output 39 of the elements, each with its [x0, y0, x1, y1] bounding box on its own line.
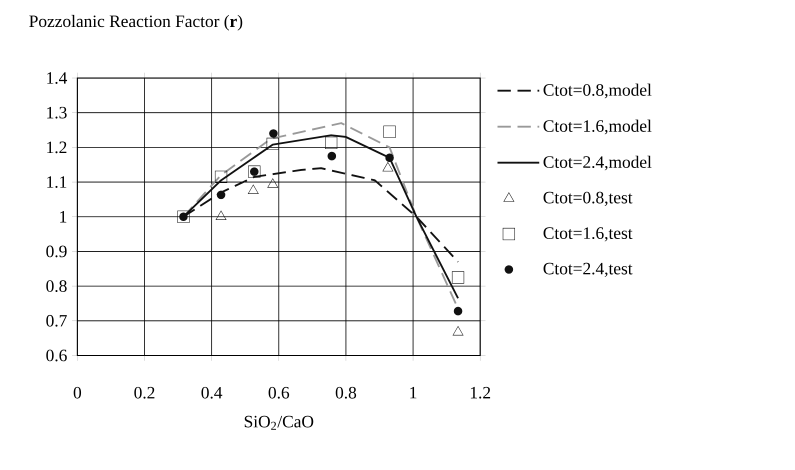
x-tick-label: 0.6 — [268, 386, 290, 399]
x-axis-title: SiO$_{2}$/CaO — [244, 416, 314, 430]
x-tick-label: 0.8 — [336, 386, 356, 399]
legend-label: Ctot=0.8,test — [544, 192, 632, 206]
point — [382, 162, 394, 172]
y-tick-label: 0.6 — [46, 349, 67, 362]
legend-label: Ctot=2.4,model — [544, 156, 652, 170]
point — [214, 170, 228, 183]
legend-label: Ctot=0.8,model — [544, 84, 652, 98]
point — [266, 138, 279, 150]
x-tick-label: 1 — [410, 386, 416, 398]
point — [325, 136, 338, 149]
x-tick-label: 1.2 — [470, 386, 490, 399]
x-tick-label: 0.2 — [134, 386, 154, 399]
point — [269, 129, 278, 138]
y-tick-label: 1.2 — [47, 141, 66, 154]
y-tick-label: 0.9 — [46, 245, 67, 258]
point — [248, 184, 259, 194]
y-tick-label: 1 — [60, 210, 66, 222]
y-tick-label: 0.7 — [46, 314, 67, 327]
x-tick-label: 0.4 — [201, 386, 222, 399]
point — [216, 190, 226, 200]
legend-label: Ctot=2.4,test — [544, 262, 632, 277]
chart-title: Pozzolanic Reaction Factor (r) — [29, 14, 242, 31]
y-tick-label: 1.4 — [47, 72, 68, 84]
point — [452, 271, 464, 284]
x-tick-label: 0 — [74, 386, 82, 398]
point — [454, 306, 462, 316]
legend-label: Ctot=1.6,test — [544, 227, 632, 242]
point — [385, 153, 394, 162]
point — [216, 210, 226, 220]
point — [452, 326, 464, 336]
legend-label: Ctot=1.6,model — [544, 120, 652, 134]
y-tick-label: 1.1 — [47, 176, 66, 188]
y-tick-label: 0.8 — [46, 280, 67, 292]
point — [383, 126, 396, 138]
y-tick-label: 1.3 — [47, 106, 67, 118]
point — [328, 152, 336, 160]
point — [267, 178, 278, 188]
